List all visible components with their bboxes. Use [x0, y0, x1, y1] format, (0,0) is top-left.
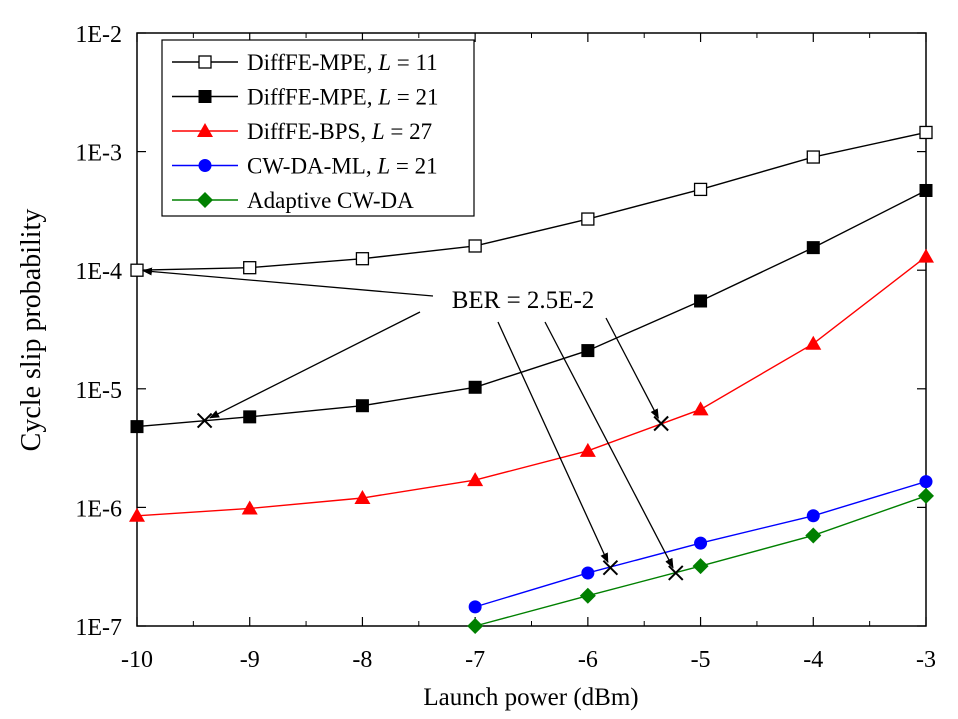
marker-triangle [805, 335, 822, 350]
marker-diamond [805, 527, 822, 544]
annotation-arrow [497, 321, 609, 564]
annotation-arrow [544, 321, 674, 569]
marker-square-filled [919, 183, 933, 197]
cross-mark [653, 415, 669, 432]
marker-square-open [243, 261, 257, 275]
marker-square-open [198, 55, 212, 69]
marker-diamond [692, 558, 709, 575]
legend-label-var: L [371, 119, 385, 144]
x-tick-label: -3 [916, 647, 936, 673]
marker-circle [198, 159, 212, 172]
marker-triangle [579, 442, 596, 457]
legend-label-var: L [377, 50, 391, 75]
series-line-2 [136, 189, 927, 428]
x-tick-label: -10 [121, 647, 153, 673]
marker-diamond [918, 487, 934, 504]
series-markers [129, 125, 934, 634]
legend-box [161, 39, 475, 217]
marker-square-open [919, 125, 933, 140]
x-tick-label: -4 [803, 647, 823, 673]
series-line-1 [136, 131, 927, 271]
cross-stroke [653, 415, 669, 432]
legend-label-text: DiffFE-MPE, [247, 85, 378, 110]
legend-label-value: = 11 [391, 50, 438, 75]
series-lines [136, 131, 927, 627]
marker-diamond [579, 587, 596, 604]
x-axis-label: Launch power (dBm) [423, 684, 638, 711]
y-tick-label: 1E-3 [75, 141, 122, 167]
x-tick-label: -8 [352, 647, 372, 673]
annotation-arrow [605, 317, 659, 420]
marker-square-filled [355, 399, 369, 413]
y-tick-label: 1E-2 [75, 22, 122, 48]
marker-circle [468, 600, 482, 614]
marker-triangle [918, 248, 934, 263]
legend-label-text: DiffFE-BPS, [247, 119, 372, 144]
marker-square-filled [243, 410, 257, 424]
legend-label: DiffFE-MPE, L = 21 [247, 85, 438, 110]
legend-label: Adaptive CW-DA [247, 188, 414, 213]
marker-square-filled [198, 90, 212, 103]
y-tick-label: 1E-5 [75, 378, 122, 404]
y-tick-label: 1E-4 [75, 259, 122, 285]
annotation-arrow [141, 267, 434, 297]
legend-label: DiffFE-MPE, L = 11 [247, 50, 438, 75]
legend-label-value: = 27 [385, 119, 432, 144]
marker-triangle [467, 472, 484, 487]
x-tick-label: -7 [465, 647, 485, 673]
marker-square-filled [806, 241, 820, 255]
annotation-arrow [209, 311, 421, 419]
marker-triangle [354, 490, 371, 505]
marker-triangle [197, 123, 213, 137]
marker-square-open [468, 239, 482, 253]
marker-triangle [241, 500, 258, 515]
y-tick-label: 1E-6 [75, 496, 122, 522]
x-tick-label: -6 [578, 647, 598, 673]
axis-ticks: -10 -9 -8 -7 -6 -5 -4 -3 1E-7 1E-6 1E-5 1E-4 1E-3 1E-… [75, 22, 936, 673]
marker-square-open [581, 212, 595, 226]
y-tick-label: 1E-7 [75, 615, 122, 641]
marker-circle [694, 536, 708, 550]
legend-label-var: L [376, 154, 390, 179]
legend-label-text: DiffFE-MPE, [247, 50, 378, 75]
legend-label: CW-DA-ML, L = 21 [247, 154, 438, 179]
marker-square-filled [468, 380, 482, 394]
marker-diamond [197, 192, 213, 208]
ber-annotation: BER = 2.5E-2 [141, 267, 684, 581]
marker-square-open [693, 182, 708, 197]
marker-triangle [692, 401, 709, 416]
marker-square-filled [130, 420, 144, 434]
legend-label: DiffFE-BPS, L = 27 [247, 119, 432, 144]
cross-stroke [668, 565, 684, 581]
x-tick-label: -5 [691, 647, 711, 673]
marker-square-open [806, 150, 820, 164]
legend-label-value: = 21 [391, 85, 438, 110]
marker-triangle [129, 507, 145, 522]
marker-square-open [355, 252, 370, 266]
legend-label-text: CW-DA-ML, [247, 154, 377, 179]
x-tick-label: -9 [240, 647, 260, 673]
y-axis-label: Cycle slip probability [16, 209, 47, 452]
series-line-3 [136, 256, 927, 517]
marker-square-filled [694, 294, 708, 308]
marker-diamond [467, 618, 484, 634]
legend-label-text: Adaptive CW-DA [247, 188, 414, 213]
cross-mark [668, 565, 684, 581]
marker-circle [581, 566, 595, 580]
marker-square-filled [581, 344, 595, 358]
annotation-label: BER = 2.5E-2 [452, 287, 595, 314]
legend-label-value: = 21 [390, 154, 437, 179]
marker-circle [919, 475, 933, 489]
cross-stroke [602, 560, 619, 576]
marker-circle [806, 509, 820, 523]
marker-square-open [130, 263, 144, 277]
legend-label-var: L [377, 85, 391, 110]
